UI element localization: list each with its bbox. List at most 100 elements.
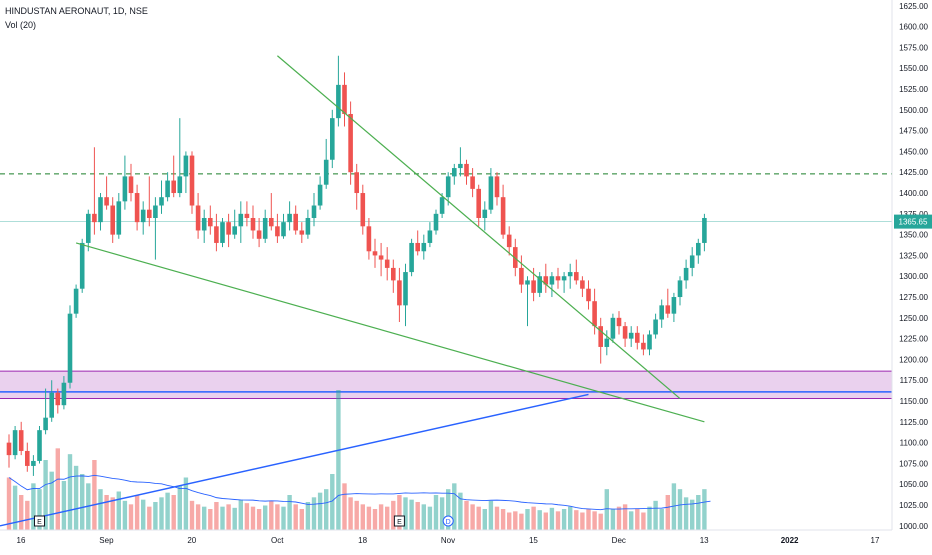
volume-bar [421, 504, 426, 530]
volume-bar [281, 506, 286, 530]
candle-body [116, 201, 122, 235]
volume-bar [342, 483, 347, 530]
candle-body [616, 317, 622, 327]
price-tick-label: 1575.00 [899, 43, 928, 52]
support-zone [0, 371, 892, 399]
candle-body [195, 205, 201, 231]
candle-body [342, 84, 347, 114]
price-tick-label: 1225.00 [899, 335, 928, 344]
candle-body [561, 276, 567, 281]
volume-bar [80, 474, 85, 530]
candle-body [189, 155, 195, 206]
volume-bar [555, 511, 561, 530]
volume-bar [446, 489, 451, 530]
volume-bar [110, 497, 115, 530]
candle-body [37, 430, 42, 461]
volume-bar [92, 460, 97, 530]
volume-bar [561, 509, 567, 530]
candle-body [18, 430, 24, 451]
candle-body [55, 392, 61, 406]
candle-body [476, 188, 481, 218]
candle-body [31, 460, 36, 466]
volume-bar [622, 504, 628, 530]
price-tick-label: 1175.00 [900, 376, 929, 385]
candle-body [378, 255, 384, 260]
candle-body [549, 276, 555, 285]
volume-bar [665, 495, 670, 530]
volume-bar [592, 511, 597, 530]
candle-body [574, 272, 579, 281]
dividend-marker [442, 515, 454, 527]
candle-body [208, 217, 213, 227]
candle-body [201, 217, 207, 231]
volume-indicator-label: Vol (20) [5, 20, 37, 30]
volume-bar [244, 503, 250, 530]
candle-body [513, 247, 518, 268]
volume-bar [366, 506, 372, 530]
candle-body [128, 176, 134, 194]
candle-body [671, 297, 677, 314]
price-tick-label: 1325.00 [899, 251, 928, 260]
volume-bar [232, 507, 237, 530]
price-tick-label: 1525.00 [899, 85, 928, 94]
candle-body [366, 226, 372, 252]
candle-body [165, 180, 170, 198]
candle-body [122, 176, 128, 202]
candle-body [543, 276, 549, 285]
volume-bar [702, 489, 707, 530]
volume-bar [647, 506, 652, 530]
time-tick-label: Oct [271, 536, 284, 545]
price-tick-label: 1450.00 [899, 147, 928, 156]
volume-bar [226, 504, 231, 530]
price-tick-label: 1350.00 [899, 231, 928, 240]
candle-body [439, 197, 445, 214]
event-marker-label: E [37, 519, 42, 526]
volume-bar [311, 497, 317, 530]
price-tick-label: 1250.00 [899, 314, 928, 323]
candle-body [567, 272, 573, 277]
volume-bar [317, 492, 323, 530]
price-tick-label: 1550.00 [899, 64, 928, 73]
candle-body [92, 213, 97, 223]
candle-body [220, 222, 225, 243]
candle-body [226, 222, 231, 235]
volume-bar [116, 491, 121, 530]
volume-bar [513, 511, 518, 530]
candle-body [628, 332, 634, 339]
candle-body [647, 334, 652, 350]
time-tick-label: Sep [99, 536, 114, 545]
candle-body [586, 288, 591, 302]
candle-body [598, 326, 603, 347]
volume-bar [348, 497, 353, 530]
time-tick-label: 20 [187, 536, 196, 545]
volume-bar [427, 506, 433, 530]
time-tick-label: 2022 [781, 536, 799, 545]
volume-bar [360, 504, 365, 530]
price-tick-label: 1125.00 [900, 418, 929, 427]
volume-bar [519, 513, 524, 530]
volume-bar [189, 500, 195, 530]
candle-body [580, 280, 585, 289]
volume-bar [671, 483, 677, 530]
volume-bar [452, 483, 457, 530]
candle-body [250, 217, 256, 231]
candle-body [397, 280, 402, 306]
candle-body [500, 197, 506, 235]
volume-bar [37, 489, 42, 530]
volume-bar [287, 495, 292, 530]
price-tick-label: 1400.00 [899, 189, 928, 198]
price-tick-label: 1425.00 [899, 168, 928, 177]
volume-bar [159, 497, 164, 530]
volume-bar [568, 506, 573, 530]
candle-body [275, 226, 280, 237]
candle-body [403, 272, 408, 306]
volume-bar [470, 504, 475, 530]
candle-body [244, 213, 250, 218]
candle-body [159, 197, 164, 206]
candle-body [409, 242, 414, 273]
candle-body [330, 118, 335, 160]
earnings-marker [393, 515, 405, 527]
time-tick-label: 17 [871, 536, 880, 545]
